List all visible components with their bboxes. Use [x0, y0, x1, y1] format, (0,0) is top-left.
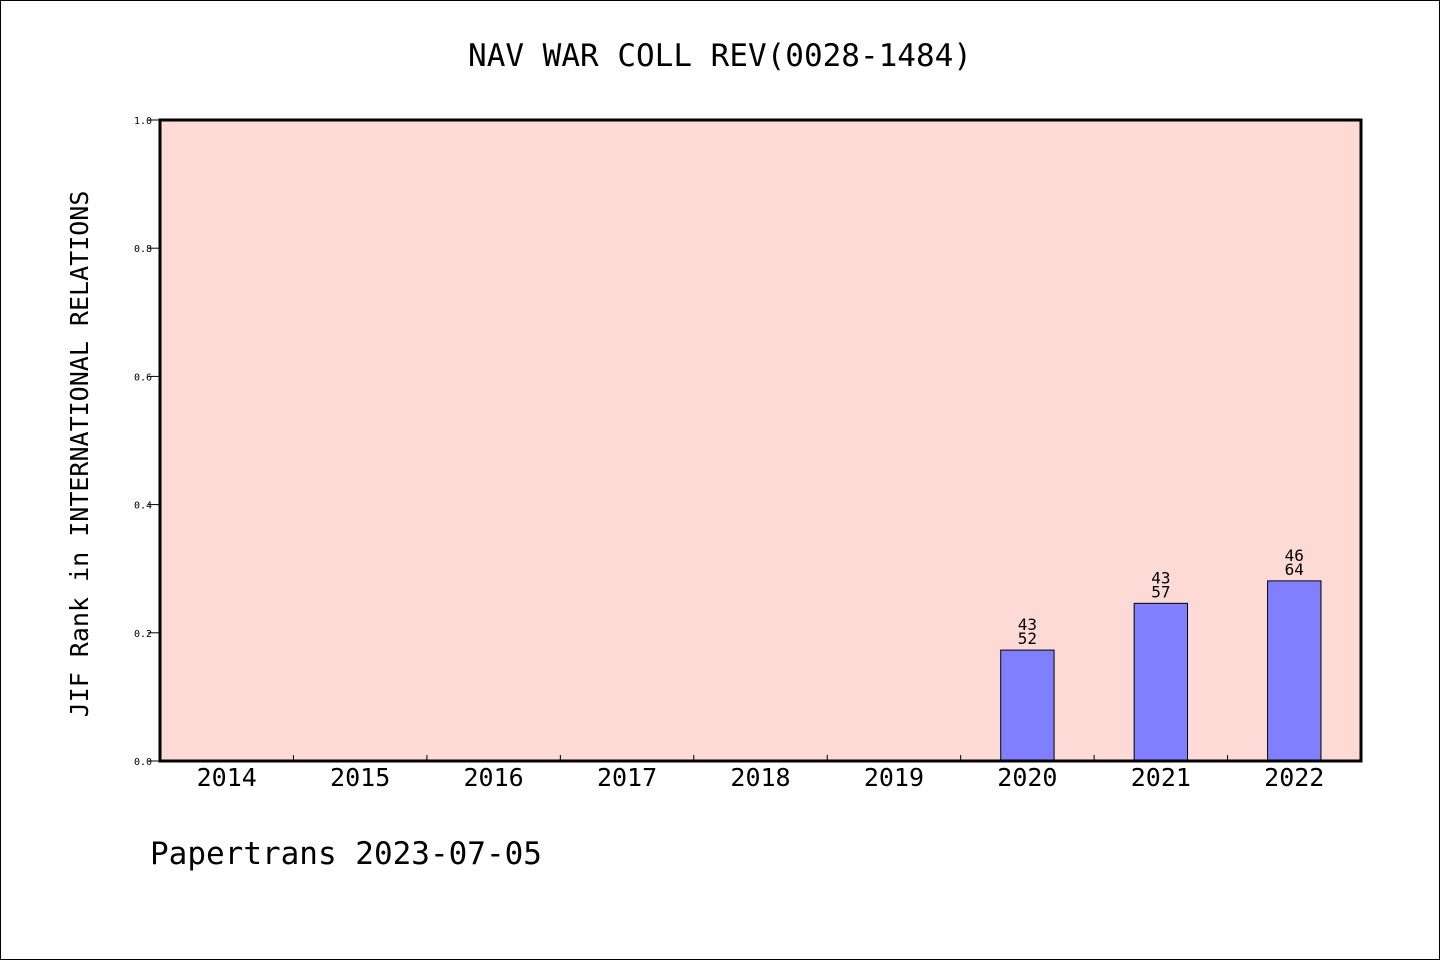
- bars: [1000, 580, 1322, 762]
- x-tick-label: 2022: [1264, 763, 1324, 792]
- bar-2020: [1000, 649, 1055, 762]
- bar-label-bottom: 64: [1285, 560, 1304, 579]
- bar-label-bottom: 52: [1018, 629, 1037, 648]
- x-tick-label: 2020: [997, 763, 1057, 792]
- y-tick-label: 0.2: [134, 629, 152, 640]
- bar-label-top: 46: [1285, 546, 1304, 565]
- y-tick-label: 0.4: [134, 501, 152, 512]
- x-tick-labels: 2014 2015 2016 2017 2018 2019 2020 2021 2022: [197, 763, 1325, 792]
- y-tick-label: 0.6: [134, 372, 152, 383]
- x-tick-label: 2019: [864, 763, 924, 792]
- footer-text: Papertrans 2023-07-05: [150, 836, 542, 872]
- x-tick-label: 2021: [1131, 763, 1191, 792]
- bar-label-bottom: 57: [1151, 582, 1170, 601]
- bar-label-top: 43: [1018, 615, 1037, 634]
- bar-2022: [1267, 580, 1322, 762]
- x-tick-label: 2016: [464, 763, 524, 792]
- y-tick-label: 0.8: [134, 244, 152, 255]
- y-tick-label: 1.0: [134, 116, 152, 127]
- chart-title: NAV WAR COLL REV(0028-1484): [468, 38, 972, 74]
- bar-2021: [1133, 602, 1189, 762]
- x-tick-label: 2014: [197, 763, 257, 792]
- y-axis-label: JIF Rank in INTERNATIONAL RELATIONS: [65, 191, 94, 718]
- y-tick-label: 0.0: [134, 757, 152, 768]
- y-ticks: 0.0 0.2 0.4 0.6 0.8 1.0: [134, 116, 160, 768]
- bar-label-top: 43: [1151, 568, 1170, 587]
- plot-border: [158, 118, 1363, 763]
- x-tick-label: 2017: [597, 763, 657, 792]
- x-tick-label: 2015: [330, 763, 390, 792]
- x-tick-label: 2018: [730, 763, 790, 792]
